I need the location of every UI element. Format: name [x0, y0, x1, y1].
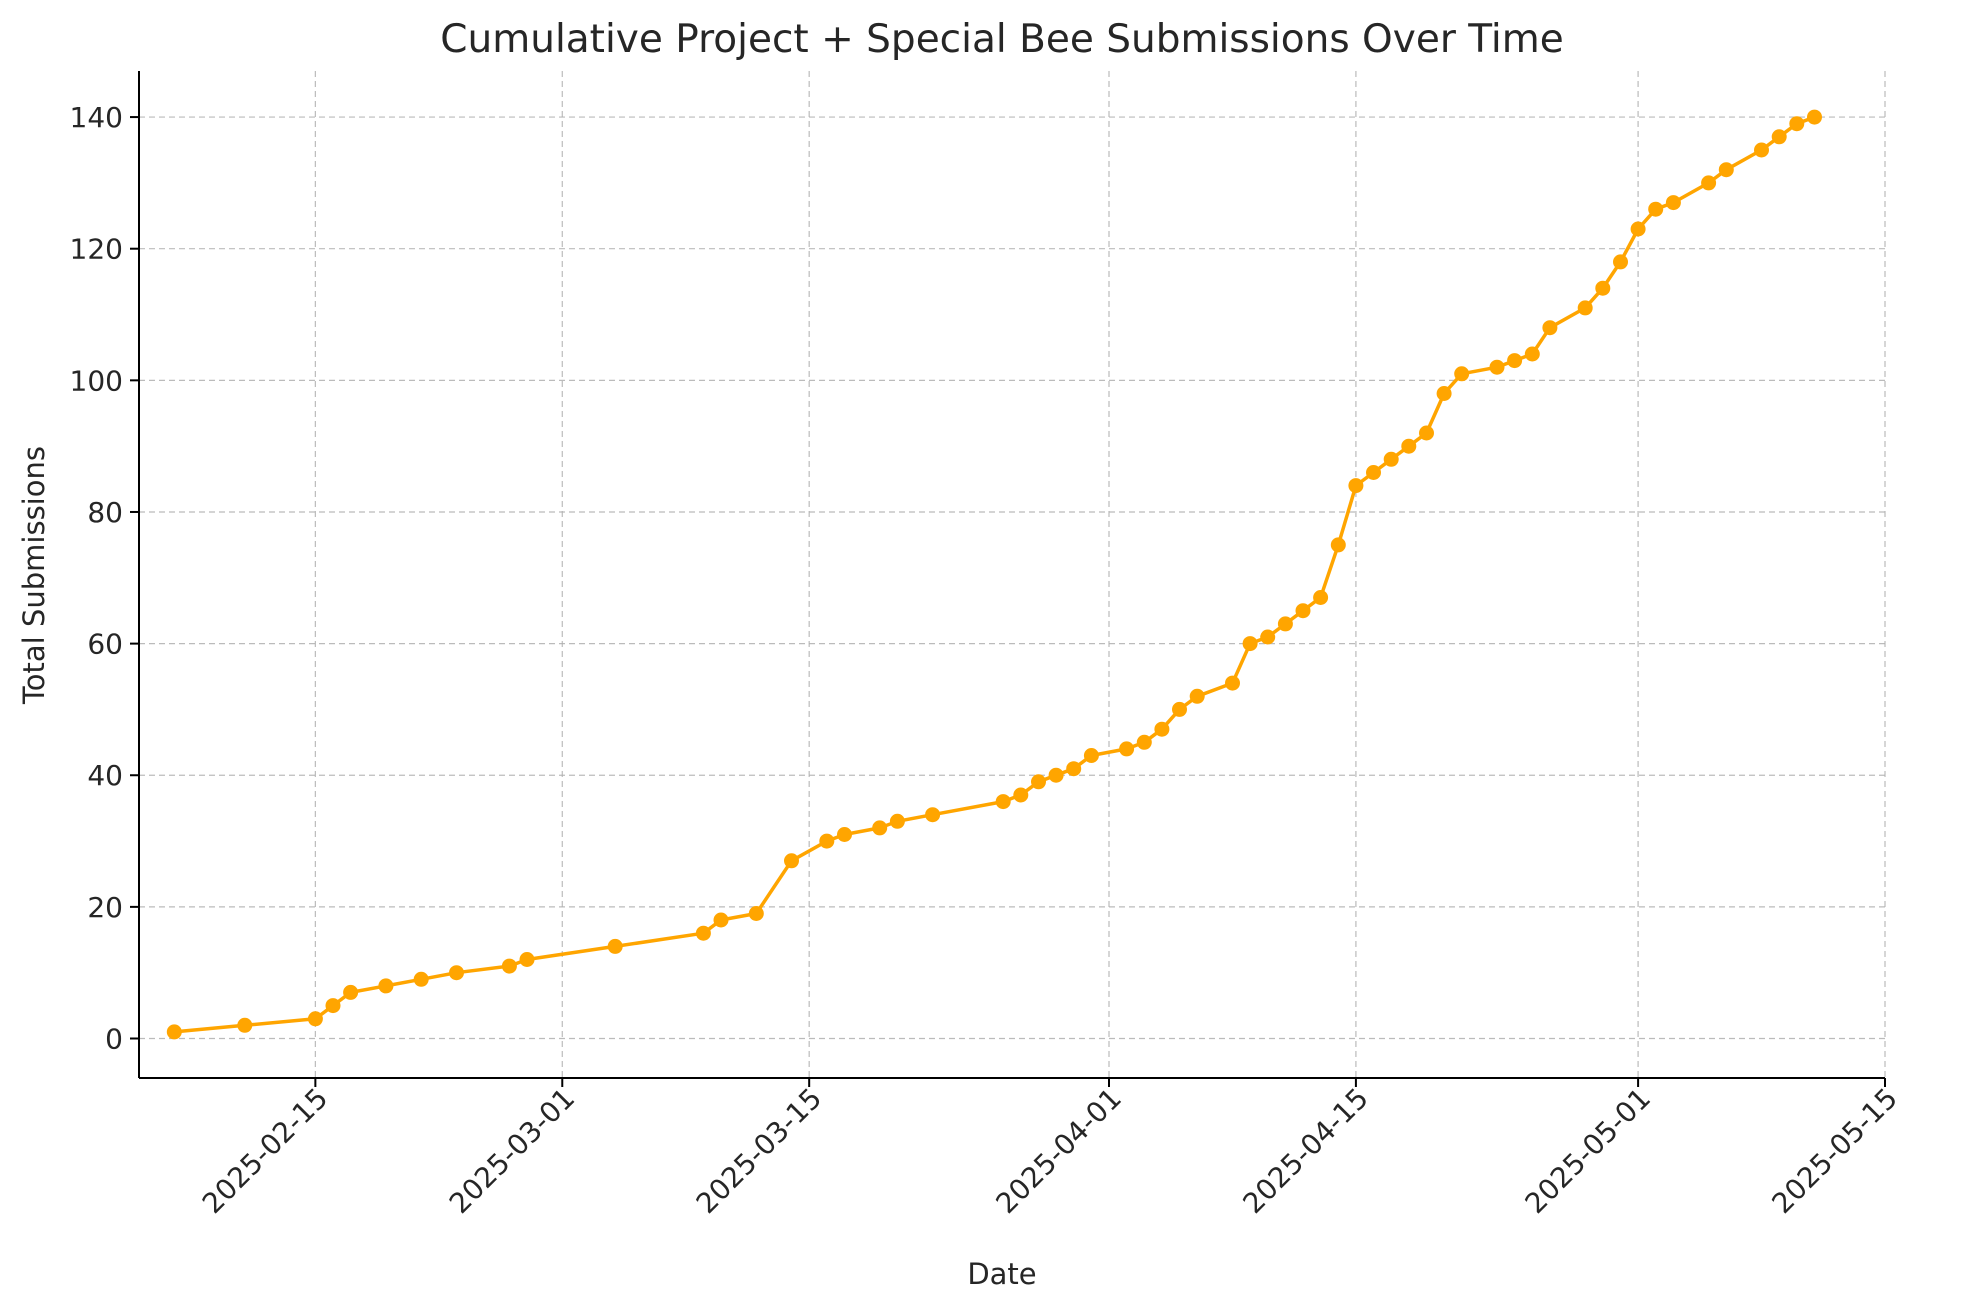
data-point — [1330, 537, 1346, 553]
y-tick-label: 140 — [70, 101, 123, 134]
data-point — [872, 820, 888, 836]
data-point — [1701, 175, 1717, 191]
x-tick-label: 2025-02-15 — [196, 1082, 334, 1220]
data-point — [1524, 346, 1540, 362]
data-point — [889, 813, 905, 829]
data-point — [1136, 734, 1152, 750]
y-tick-label: 0 — [105, 1023, 123, 1056]
data-point — [449, 965, 464, 981]
data-point — [1083, 748, 1099, 763]
y-axis-label: Total Submissions — [17, 446, 51, 705]
data-point — [695, 925, 711, 941]
data-point — [1348, 478, 1364, 494]
data-point — [1048, 767, 1064, 783]
data-point — [1507, 353, 1523, 369]
data-point — [1401, 438, 1417, 454]
y-tick-label: 120 — [70, 233, 123, 266]
data-point — [1260, 629, 1276, 645]
data-point — [1295, 603, 1311, 619]
grid-layer — [139, 71, 1886, 1078]
data-point — [1383, 451, 1399, 467]
data-point — [501, 958, 517, 974]
data-point — [1577, 300, 1593, 316]
data-point — [1807, 109, 1822, 125]
data-point — [1542, 320, 1558, 336]
data-point — [1366, 465, 1381, 480]
data-point — [713, 912, 729, 928]
y-tick-label: 100 — [70, 364, 123, 397]
data-point — [1277, 616, 1293, 632]
data-point — [1189, 688, 1205, 704]
data-point — [837, 827, 852, 842]
data-point — [1789, 116, 1805, 132]
data-point — [1489, 359, 1505, 375]
data-point — [413, 971, 429, 987]
x-axis-label: Date — [967, 1257, 1036, 1291]
data-point — [519, 952, 535, 967]
data-point — [819, 833, 835, 849]
data-point — [1419, 425, 1434, 441]
data-point — [1031, 774, 1046, 790]
data-point — [1172, 701, 1187, 717]
y-tick-label: 40 — [87, 759, 123, 792]
data-point — [1630, 221, 1646, 237]
data-point — [607, 938, 623, 954]
x-tick-label: 2025-03-01 — [443, 1082, 581, 1220]
data-point — [1066, 761, 1082, 777]
data-point — [1313, 590, 1329, 605]
data-point — [1436, 386, 1452, 401]
data-point — [925, 807, 941, 823]
data-point — [1665, 195, 1681, 211]
data-point — [1595, 280, 1611, 296]
y-tick-label: 20 — [87, 891, 123, 924]
data-point — [995, 794, 1011, 810]
series-line — [174, 115, 1816, 1034]
x-tick-label: 2025-05-15 — [1766, 1082, 1904, 1220]
data-point — [1454, 366, 1470, 382]
x-tick-label: 2025-04-15 — [1236, 1082, 1374, 1220]
data-point — [166, 1024, 182, 1040]
data-point — [1771, 129, 1787, 145]
data-point — [1119, 741, 1135, 757]
y-tick-label: 80 — [87, 496, 123, 529]
data-point — [784, 853, 799, 869]
data-point — [1648, 201, 1664, 217]
data-point — [1242, 636, 1258, 652]
data-point — [748, 906, 764, 921]
series-layer — [166, 109, 1822, 1040]
data-point — [1754, 142, 1769, 158]
y-tick-label: 60 — [87, 628, 123, 661]
x-tick-label: 2025-03-15 — [690, 1082, 828, 1220]
data-point — [1154, 721, 1170, 737]
chart-title: Cumulative Project + Special Bee Submiss… — [440, 17, 1563, 62]
x-tick-label: 2025-04-01 — [990, 1082, 1128, 1220]
data-point — [307, 1011, 323, 1027]
data-point — [1718, 162, 1734, 178]
x-tick-label: 2025-05-01 — [1519, 1082, 1657, 1220]
data-point — [343, 984, 359, 1000]
data-point — [1013, 787, 1029, 803]
data-point — [1613, 254, 1628, 270]
data-point — [237, 1017, 253, 1033]
data-point — [325, 998, 341, 1014]
data-point — [1225, 675, 1240, 691]
data-point — [378, 978, 394, 994]
